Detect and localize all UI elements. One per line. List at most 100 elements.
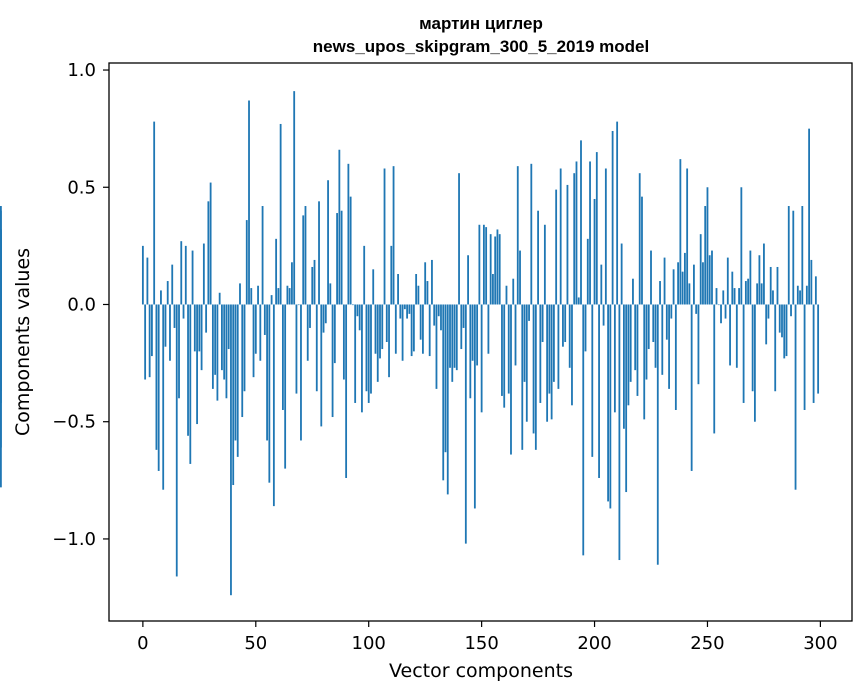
bar: [740, 187, 743, 305]
bar: [182, 304, 185, 319]
bar: [288, 288, 291, 305]
bar: [659, 281, 661, 305]
bar: [180, 241, 183, 305]
bar: [539, 304, 542, 403]
bar: [661, 304, 664, 375]
bar: [401, 304, 404, 361]
bar: [424, 262, 427, 305]
bar: [171, 264, 174, 305]
bar: [586, 238, 589, 305]
bar: [634, 304, 637, 371]
bar: [370, 304, 372, 394]
bar: [146, 257, 149, 305]
bar: [191, 250, 194, 305]
bar: [295, 304, 298, 394]
bar: [591, 304, 594, 457]
bar: [776, 266, 779, 305]
bar: [444, 304, 447, 453]
bar: [589, 161, 591, 305]
chart-subtitle: news_upos_skipgram_300_5_2019 model: [313, 37, 649, 56]
bar: [347, 163, 350, 305]
bar: [286, 285, 289, 305]
bar: [778, 304, 781, 333]
y-tick-label: −0.5: [52, 412, 96, 433]
bar: [272, 304, 275, 507]
bar: [408, 304, 411, 314]
bar: [507, 304, 510, 394]
bar: [512, 278, 515, 305]
bar: [354, 304, 357, 403]
bar: [338, 149, 341, 305]
bar: [805, 285, 808, 305]
bar: [315, 304, 318, 392]
bar: [403, 304, 406, 310]
bar: [534, 304, 537, 450]
bar: [345, 304, 348, 478]
bar: [428, 304, 431, 357]
bar: [625, 304, 628, 493]
bar: [333, 304, 336, 364]
bar: [530, 163, 533, 305]
bar: [769, 266, 772, 305]
bar: [318, 201, 320, 305]
x-tick-label: 150: [464, 633, 498, 654]
bar: [406, 304, 409, 319]
bar: [733, 288, 736, 305]
bar: [435, 304, 438, 389]
bar: [704, 206, 707, 305]
bar: [582, 304, 585, 556]
bar: [602, 304, 605, 326]
x-tick-label: 50: [244, 633, 267, 654]
bar: [514, 304, 517, 366]
bar: [367, 304, 370, 403]
bar: [304, 206, 307, 305]
bar: [799, 290, 801, 305]
bar: [677, 262, 680, 305]
bar: [446, 304, 449, 495]
bar: [647, 304, 650, 350]
bar: [232, 304, 235, 486]
bar: [489, 234, 492, 305]
bar: [324, 304, 327, 324]
bar: [426, 281, 429, 305]
bar: [600, 264, 603, 305]
bar: [724, 304, 727, 319]
bar: [379, 304, 381, 359]
bar: [492, 274, 494, 305]
bar: [302, 215, 305, 305]
bar: [580, 140, 582, 305]
bar: [568, 304, 571, 368]
bar: [575, 161, 578, 305]
bar: [555, 189, 558, 305]
bar: [541, 304, 544, 342]
bar: [254, 304, 257, 354]
bar: [543, 224, 546, 305]
x-axis-ticks: 0 50 100 150 200 250 300: [137, 621, 838, 654]
bar: [790, 304, 792, 317]
bar: [726, 257, 729, 305]
bar: [478, 224, 481, 305]
bar: [683, 252, 686, 305]
bar: [593, 198, 596, 305]
bar: [783, 304, 786, 359]
bar: [803, 304, 806, 410]
bar: [236, 304, 239, 457]
bar: [548, 304, 551, 394]
bar: [383, 168, 386, 305]
bar: [297, 304, 300, 306]
bar: [442, 304, 445, 481]
bar: [268, 304, 271, 483]
bar: [729, 304, 731, 366]
bar: [501, 304, 503, 396]
bar: [218, 292, 221, 305]
bar: [453, 304, 456, 368]
bar: [263, 304, 266, 335]
bar: [763, 243, 765, 305]
bar: [279, 123, 282, 305]
y-tick-label: 0.5: [67, 177, 96, 198]
bar: [410, 304, 413, 357]
bar: [781, 304, 783, 338]
bar: [320, 304, 323, 427]
bar: [148, 304, 151, 378]
bar: [458, 173, 460, 305]
